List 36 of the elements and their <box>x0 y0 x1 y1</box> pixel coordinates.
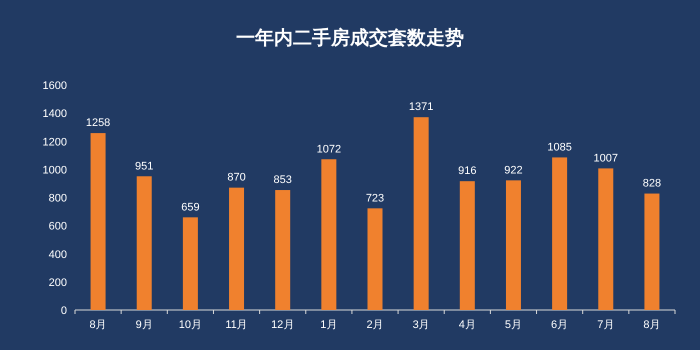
data-label: 659 <box>181 201 200 214</box>
y-tick: 1400 <box>42 108 67 120</box>
data-label: 870 <box>227 172 246 184</box>
x-tick: 10月 <box>178 319 202 331</box>
x-tick: 11月 <box>225 319 248 331</box>
title: 一年内二手房成交套数走势 <box>236 28 464 49</box>
data-label: 1085 <box>547 141 572 154</box>
y-tick: 800 <box>48 192 67 204</box>
data-label: 1072 <box>316 143 342 156</box>
data-label: 1371 <box>408 101 434 114</box>
data-label: 916 <box>458 165 476 178</box>
x-tick: 2月 <box>366 319 384 331</box>
data-label: 1258 <box>86 117 110 130</box>
x-tick: 6月 <box>551 319 568 331</box>
data-label: 922 <box>504 164 523 176</box>
x-tick: 4月 <box>458 319 476 331</box>
data-label: 951 <box>135 160 154 172</box>
data-label: 853 <box>274 174 292 186</box>
y-tick: 600 <box>48 220 67 233</box>
y-tick: 1000 <box>42 164 67 176</box>
x-tick: 7月 <box>597 319 614 331</box>
x-tick: 3月 <box>412 319 430 331</box>
x-tick: 9月 <box>136 319 153 331</box>
data-label: 723 <box>366 192 384 204</box>
x-tick: 8月 <box>643 319 660 331</box>
y-tick: 0 <box>60 305 67 317</box>
x-tick: 12月 <box>271 319 294 331</box>
data-label: 1007 <box>594 152 618 164</box>
data-label: 828 <box>642 178 662 190</box>
x-tick: 1月 <box>320 319 338 331</box>
y-tick: 200 <box>48 276 67 289</box>
y-tick: 400 <box>48 248 67 261</box>
x-tick: 8月 <box>90 319 107 331</box>
y-tick: 1200 <box>42 136 67 148</box>
x-tick: 5月 <box>504 319 522 331</box>
y-tick: 1600 <box>42 80 67 92</box>
